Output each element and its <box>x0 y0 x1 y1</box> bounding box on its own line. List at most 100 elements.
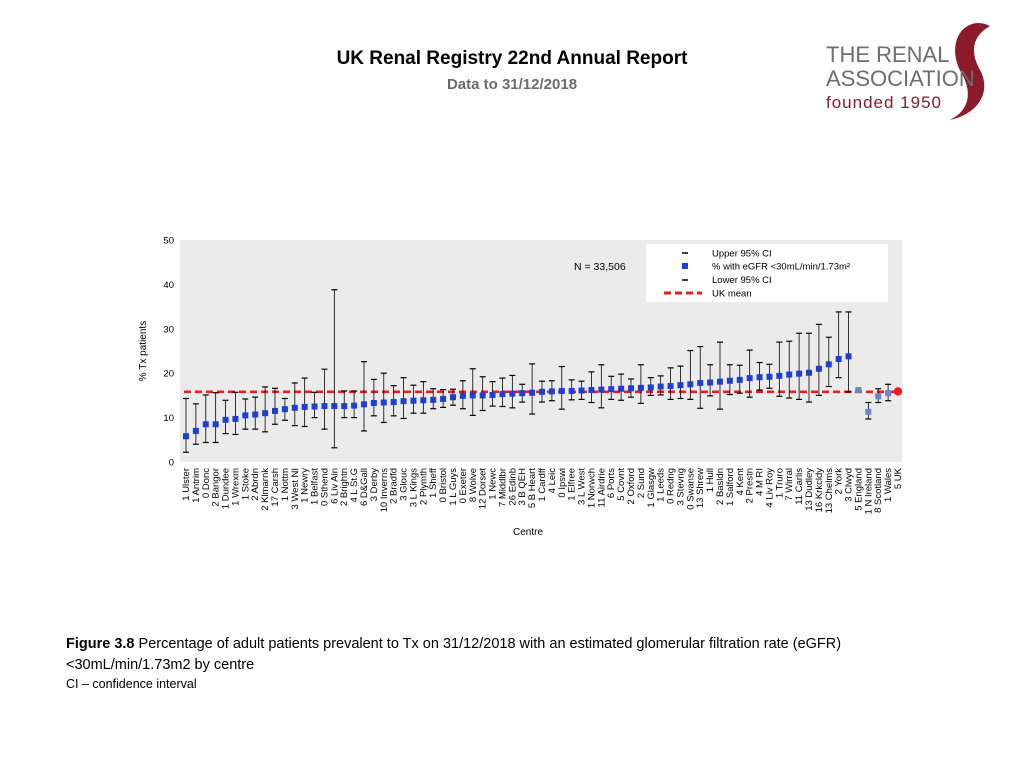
point-61 <box>786 371 793 378</box>
x-tick-label-43: 6 Ports <box>606 468 617 498</box>
point-4 <box>222 416 229 423</box>
x-tick-label-6: 1 Stoke <box>240 468 251 500</box>
x-tick-label-39: 1 Elfree <box>567 468 578 501</box>
point-0 <box>183 433 189 440</box>
x-tick-label-62: 11 Carlis <box>794 468 805 505</box>
y-tick-label-4: 40 <box>163 280 174 291</box>
x-tick-label-58: 4 M RI <box>755 468 766 496</box>
x-tick-label-1: 1 Antrim <box>191 468 202 503</box>
logo-swoosh-icon <box>950 22 990 121</box>
x-tick-label-9: 17 Carsh <box>270 468 281 507</box>
x-tick-label-68: 5 England <box>853 468 864 511</box>
point-18 <box>361 401 367 408</box>
legend-mean-label: UK mean <box>712 289 752 300</box>
point-49 <box>667 383 674 390</box>
legend-lower-label: Lower 95% CI <box>712 275 772 286</box>
point-57 <box>746 375 753 382</box>
point-70 <box>875 393 882 400</box>
point-16 <box>341 403 348 410</box>
point-31 <box>489 391 496 398</box>
y-axis: 0 10 20 30 40 50 <box>163 236 174 469</box>
point-17 <box>351 402 358 409</box>
point-47 <box>647 384 654 391</box>
x-tick-label-35: 5 B Heart <box>527 468 538 508</box>
x-tick-label-66: 2 York <box>834 468 845 495</box>
point-55 <box>726 377 733 384</box>
point-9 <box>272 407 278 414</box>
point-30 <box>479 392 486 399</box>
legend: Upper 95% CI % with eGFR <30mL/min/1.73m… <box>646 244 888 302</box>
point-65 <box>825 361 832 368</box>
point-62 <box>796 370 803 377</box>
x-tick-label-54: 2 Basldn <box>715 468 726 505</box>
legend-upper-label: Upper 95% CI <box>712 249 772 260</box>
x-tick-label-8: 2 Klmarnk <box>260 468 271 511</box>
x-tick-label-38: 0 Ipswi <box>557 468 568 498</box>
point-23 <box>410 397 417 404</box>
x-tick-label-70: 8 Scotland <box>873 468 884 513</box>
x-tick-label-2: 0 Donc <box>201 468 212 498</box>
x-tick-label-17: 4 L St.G <box>349 468 360 503</box>
point-50 <box>677 382 684 389</box>
point-37 <box>548 388 555 395</box>
point-29 <box>469 392 476 399</box>
point-21 <box>390 399 397 406</box>
x-tick-label-64: 16 Krkcldy <box>814 468 825 513</box>
x-tick-label-34: 3 B QEH <box>517 468 528 506</box>
point-5 <box>232 415 239 422</box>
x-tick-label-16: 2 Brightn <box>339 468 350 506</box>
point-53 <box>707 379 714 386</box>
point-68 <box>855 387 862 394</box>
point-52 <box>697 379 704 386</box>
logo-line-1: THE RENAL <box>826 42 949 67</box>
point-58 <box>756 374 763 381</box>
x-tick-label-49: 0 Redng <box>666 468 677 504</box>
point-71 <box>885 390 892 397</box>
x-tick-label-59: 4 Liv Roy <box>764 468 775 508</box>
x-tick-label-3: 2 Bangor <box>211 468 222 507</box>
x-tick-label-53: 1 Hull <box>705 468 716 492</box>
logo-line-3: founded 1950 <box>826 93 942 112</box>
point-22 <box>400 398 407 405</box>
x-tick-label-30: 12 Dorset <box>478 468 489 510</box>
x-tick-label-36: 1 Cardff <box>537 468 548 502</box>
point-36 <box>539 388 545 395</box>
x-tick-label-40: 3 L West <box>577 468 588 505</box>
point-8 <box>262 410 269 417</box>
x-tick-label-44: 5 Covnt <box>616 468 627 501</box>
x-tick-label-5: 1 Wrexm <box>230 468 241 506</box>
point-63 <box>806 369 812 376</box>
y-tick-label-3: 30 <box>163 324 174 335</box>
point-24 <box>420 397 427 404</box>
x-tick-label-50: 3 Stevng <box>675 468 686 506</box>
x-tick-label-12: 1 Newry <box>300 468 311 503</box>
x-tick-label-60: 1 Truro <box>774 468 785 498</box>
x-tick-label-24: 2 Plymth <box>418 468 429 505</box>
point-34 <box>519 390 526 397</box>
point-51 <box>687 381 694 388</box>
x-tick-label-14: 0 Sthend <box>319 468 330 506</box>
point-45 <box>628 385 634 392</box>
y-tick-label-5: 50 <box>163 236 174 247</box>
x-tick-label-55: 1 Salford <box>725 468 736 506</box>
x-tick-label-31: 1 Newc <box>488 468 499 500</box>
x-tick-label-18: 6 D&Gall <box>359 468 370 506</box>
x-tick-label-11: 3 West NI <box>290 468 301 510</box>
x-tick-label-57: 2 Prestn <box>745 468 756 503</box>
x-tick-label-48: 1 Leeds <box>656 468 667 502</box>
point-1 <box>192 427 199 434</box>
point-56 <box>736 376 743 383</box>
x-tick-label-67: 3 Clwyd <box>844 468 855 502</box>
renal-association-logo: THE RENAL ASSOCIATION founded 1950 <box>826 22 990 121</box>
point-33 <box>509 390 516 397</box>
x-tick-label-19: 3 Derby <box>369 468 380 502</box>
n-annotation: N = 33,506 <box>574 261 626 273</box>
point-38 <box>558 387 565 394</box>
point-69 <box>865 408 872 415</box>
x-tick-label-25: 1 Sheff <box>428 468 439 498</box>
data-series <box>183 289 903 453</box>
legend-value-label: % with eGFR <30mL/min/1.73m² <box>712 262 850 273</box>
x-tick-label-28: 0 Exeter <box>458 468 469 503</box>
point-2 <box>202 421 209 428</box>
